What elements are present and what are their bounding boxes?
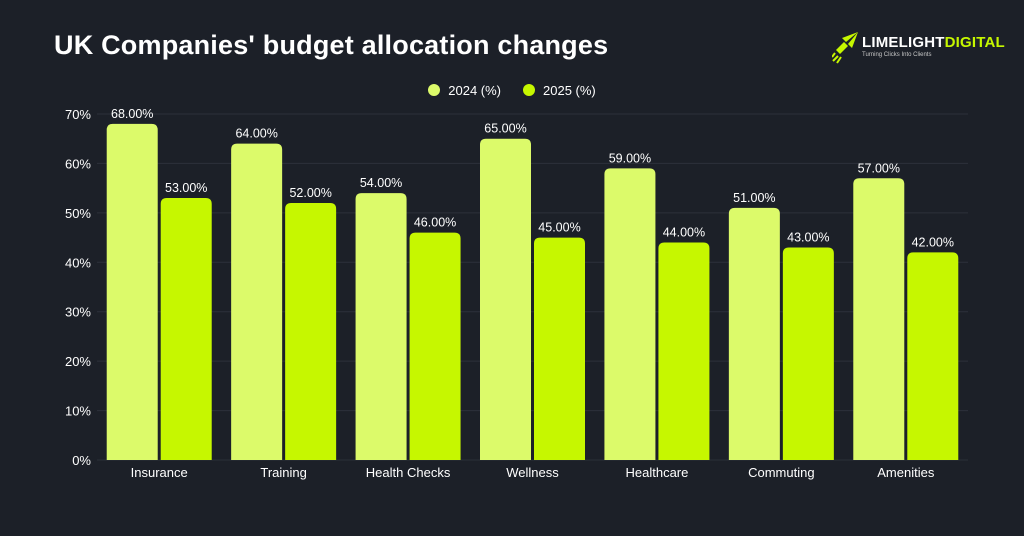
- brand-name: LIMELIGHTDIGITAL: [862, 34, 1005, 51]
- chart-title: UK Companies' budget allocation changes: [54, 30, 609, 60]
- legend-swatch-2025: [523, 84, 535, 96]
- legend-item-2025[interactable]: 2025 (%): [523, 83, 596, 98]
- brand-name-part1: LIMELIGHT: [862, 34, 945, 51]
- y-tick-label: 50%: [65, 206, 91, 221]
- bar: [853, 178, 905, 460]
- data-label: 64.00%: [235, 127, 277, 141]
- data-label: 54.00%: [360, 176, 402, 190]
- x-tick-label: Insurance: [131, 465, 188, 480]
- data-label: 42.00%: [912, 235, 954, 249]
- data-label: 51.00%: [733, 191, 775, 205]
- bar: [728, 207, 780, 460]
- data-label: 68.00%: [111, 107, 153, 121]
- legend-label-2024: 2024 (%): [448, 82, 501, 98]
- bar: [604, 168, 656, 460]
- y-tick-label: 70%: [65, 107, 91, 122]
- bar: [106, 123, 158, 460]
- bar: [355, 193, 407, 461]
- y-tick-label: 60%: [65, 156, 91, 171]
- legend-label-2025: 2025 (%): [543, 82, 596, 98]
- data-label: 46.00%: [414, 216, 456, 230]
- x-tick-label: Health Checks: [366, 465, 451, 480]
- bar: [480, 138, 531, 460]
- rocket-icon: [832, 32, 858, 64]
- bar: [907, 252, 959, 460]
- data-label: 53.00%: [165, 181, 207, 195]
- data-label: 57.00%: [858, 161, 900, 175]
- bar: [409, 232, 461, 460]
- x-tick-label: Wellness: [506, 465, 559, 480]
- bar: [231, 143, 283, 460]
- x-tick-label: Amenities: [877, 465, 935, 480]
- legend-item-2024[interactable]: 2024 (%): [428, 83, 501, 98]
- bar: [658, 242, 710, 460]
- x-tick-label: Healthcare: [625, 465, 688, 480]
- data-label: 52.00%: [289, 186, 331, 200]
- bar: [285, 202, 337, 460]
- bar: [534, 237, 585, 460]
- data-label: 45.00%: [538, 221, 580, 235]
- bar: [782, 247, 834, 460]
- data-label: 65.00%: [484, 122, 526, 136]
- brand-name-part2: DIGITAL: [944, 34, 1005, 51]
- data-label: 43.00%: [787, 230, 829, 244]
- y-tick-label: 10%: [65, 404, 91, 419]
- legend: 2024 (%) 2025 (%): [0, 80, 1024, 100]
- x-tick-label: Training: [260, 465, 306, 480]
- y-tick-label: 20%: [65, 354, 91, 369]
- y-tick-label: 30%: [65, 305, 91, 320]
- brand-logo: LIMELIGHTDIGITAL Turning Clicks Into Cli…: [832, 28, 1005, 68]
- legend-swatch-2024: [428, 84, 441, 96]
- x-tick-label: Commuting: [748, 465, 814, 480]
- brand-tagline: Turning Clicks Into Clients: [862, 52, 932, 58]
- data-label: 44.00%: [663, 226, 705, 240]
- y-tick-label: 0%: [72, 453, 91, 468]
- bar: [160, 198, 212, 460]
- data-label: 59.00%: [609, 151, 651, 165]
- y-tick-label: 40%: [65, 255, 91, 270]
